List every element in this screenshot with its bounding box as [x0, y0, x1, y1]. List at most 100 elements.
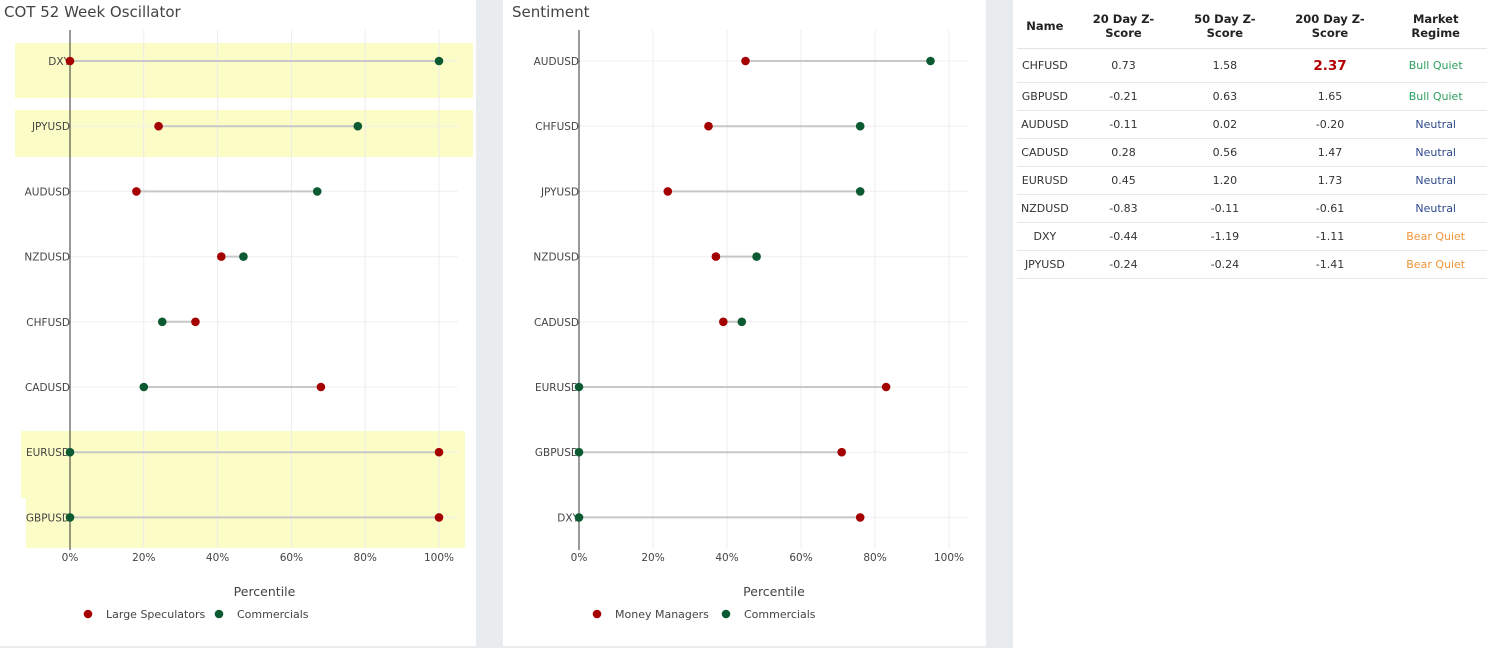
point-commercials-nzdusd[interactable]: [752, 252, 761, 261]
x-axis-title: Percentile: [234, 584, 296, 599]
legend-label-money-managers[interactable]: Money Managers: [615, 608, 709, 621]
cell-name: NZDUSD: [1017, 194, 1073, 223]
point-commercials-cadusd[interactable]: [139, 382, 149, 392]
sentiment-chart-title: Sentiment: [512, 3, 590, 21]
x-tick-label: 100%: [424, 552, 454, 564]
y-tick-label-audusd: AUDUSD: [25, 186, 70, 198]
x-tick-label: 80%: [354, 552, 377, 564]
cell-regime: Neutral: [1384, 194, 1487, 223]
x-tick-label: 20%: [641, 552, 664, 564]
cell-z50: 0.02: [1174, 110, 1276, 139]
y-tick-label-cadusd: CADUSD: [25, 382, 70, 394]
table-row: AUDUSD -0.11 0.02 -0.20 Neutral: [1017, 110, 1487, 139]
point-commercials-chfusd[interactable]: [855, 121, 865, 131]
y-tick-label-jpyusd: JPYUSD: [31, 121, 70, 133]
point-money-managers-nzdusd[interactable]: [711, 252, 721, 261]
cell-regime: Neutral: [1384, 166, 1487, 195]
zscore-table-panel: Name 20 Day Z-Score 50 Day Z-Score 200 D…: [1013, 0, 1494, 648]
legend-label-commercials[interactable]: Commercials: [237, 608, 309, 621]
col-header-z50[interactable]: 50 Day Z-Score: [1174, 6, 1276, 49]
table-row: CHFUSD 0.73 1.58 2.37 Bull Quiet: [1017, 48, 1487, 83]
point-large-speculators-jpyusd[interactable]: [154, 121, 163, 131]
cell-z200: -0.20: [1275, 110, 1385, 139]
point-commercials-eurusd[interactable]: [574, 382, 584, 392]
cell-regime: Bear Quiet: [1384, 250, 1487, 279]
cell-z50: 0.56: [1174, 138, 1276, 167]
cell-z20: 0.73: [1072, 48, 1175, 83]
point-commercials-chfusd[interactable]: [157, 317, 167, 327]
y-tick-label-chfusd: CHFUSD: [535, 121, 579, 133]
legend-label-commercials[interactable]: Commercials: [744, 608, 816, 621]
y-tick-label-nzdusd: NZDUSD: [533, 252, 579, 264]
x-tick-label: 40%: [206, 552, 229, 564]
point-large-speculators-chfusd[interactable]: [191, 317, 200, 327]
point-commercials-audusd[interactable]: [312, 187, 322, 196]
point-commercials-jpyusd[interactable]: [353, 121, 363, 131]
point-commercials-audusd[interactable]: [926, 56, 935, 66]
cell-z50: -0.11: [1174, 194, 1276, 223]
point-commercials-gbpusd[interactable]: [65, 513, 75, 522]
point-commercials-cadusd[interactable]: [737, 317, 747, 327]
y-tick-label-gbpusd: GBPUSD: [535, 447, 579, 459]
point-commercials-dxy[interactable]: [574, 513, 584, 522]
cell-regime: Bull Quiet: [1384, 48, 1487, 83]
cell-z200: -1.41: [1275, 250, 1385, 279]
x-tick-label: 80%: [863, 552, 886, 564]
cell-name: JPYUSD: [1017, 250, 1073, 279]
cell-z200: 1.65: [1275, 82, 1385, 111]
cell-z20: 0.28: [1072, 138, 1175, 167]
legend-marker-commercials[interactable]: [214, 609, 224, 619]
zscore-table: Name 20 Day Z-Score 50 Day Z-Score 200 D…: [1017, 6, 1487, 279]
cot-oscillator-panel: COT 52 Week Oscillator 0% 20% 40% 60% 80% 100…: [0, 0, 476, 646]
y-tick-label-jpyusd: JPYUSD: [540, 186, 579, 198]
col-header-z200[interactable]: 200 Day Z-Score: [1275, 6, 1385, 49]
cell-regime: Bull Quiet: [1384, 82, 1487, 111]
legend-marker-commercials[interactable]: [721, 609, 731, 619]
col-header-regime[interactable]: Market Regime: [1384, 6, 1487, 49]
point-commercials-gbpusd[interactable]: [574, 447, 584, 457]
point-money-managers-chfusd[interactable]: [704, 121, 713, 131]
cell-z200: 1.73: [1275, 166, 1385, 195]
point-large-speculators-dxy[interactable]: [65, 56, 75, 66]
point-large-speculators-gbpusd[interactable]: [434, 513, 444, 522]
highlight-band: [21, 431, 465, 498]
point-commercials-nzdusd[interactable]: [239, 252, 248, 261]
y-tick-label-eurusd: EURUSD: [535, 382, 579, 394]
point-money-managers-dxy[interactable]: [855, 513, 865, 522]
point-money-managers-audusd[interactable]: [741, 56, 750, 66]
point-money-managers-cadusd[interactable]: [719, 317, 728, 327]
cell-z20: -0.11: [1072, 110, 1175, 139]
y-tick-label-cadusd: CADUSD: [534, 317, 579, 329]
cell-z200: -0.61: [1275, 194, 1385, 223]
cot-chart-title: COT 52 Week Oscillator: [4, 3, 181, 21]
point-commercials-jpyusd[interactable]: [855, 187, 865, 196]
cell-name: EURUSD: [1017, 166, 1073, 195]
point-money-managers-eurusd[interactable]: [881, 382, 891, 392]
sentiment-chart: 0% 20% 40% 60% 80% 100% Percentile AUDUSD CHFUSD…: [533, 30, 968, 621]
point-large-speculators-eurusd[interactable]: [434, 447, 444, 457]
x-tick-label: 0%: [62, 552, 79, 564]
point-large-speculators-audusd[interactable]: [132, 187, 141, 196]
point-large-speculators-nzdusd[interactable]: [216, 252, 226, 261]
legend-marker-large-speculators[interactable]: [83, 609, 93, 619]
table-row: JPYUSD -0.24 -0.24 -1.41 Bear Quiet: [1017, 250, 1487, 279]
y-tick-label-dxy: DXY: [48, 56, 70, 68]
point-commercials-eurusd[interactable]: [65, 447, 75, 457]
cell-z200: 2.37: [1275, 48, 1385, 83]
cell-z20: -0.44: [1072, 222, 1175, 251]
zscore-table-body: CHFUSD 0.73 1.58 2.37 Bull Quiet GBPUSD -0.21 0…: [1017, 48, 1487, 279]
point-money-managers-gbpusd[interactable]: [837, 447, 846, 457]
highlight-band: [26, 498, 465, 548]
point-money-managers-jpyusd[interactable]: [663, 187, 673, 196]
col-header-name[interactable]: Name: [1017, 6, 1073, 49]
x-tick-label: 0%: [571, 552, 588, 564]
point-commercials-dxy[interactable]: [434, 56, 444, 66]
x-tick-label: 40%: [715, 552, 738, 564]
point-large-speculators-cadusd[interactable]: [316, 382, 326, 392]
legend-marker-money-managers[interactable]: [592, 609, 602, 619]
legend-label-large-speculators[interactable]: Large Speculators: [106, 608, 206, 621]
cell-z20: -0.24: [1072, 250, 1175, 279]
col-header-z20[interactable]: 20 Day Z-Score: [1072, 6, 1175, 49]
cell-z50: 1.20: [1174, 166, 1276, 195]
cell-regime: Neutral: [1384, 110, 1487, 139]
